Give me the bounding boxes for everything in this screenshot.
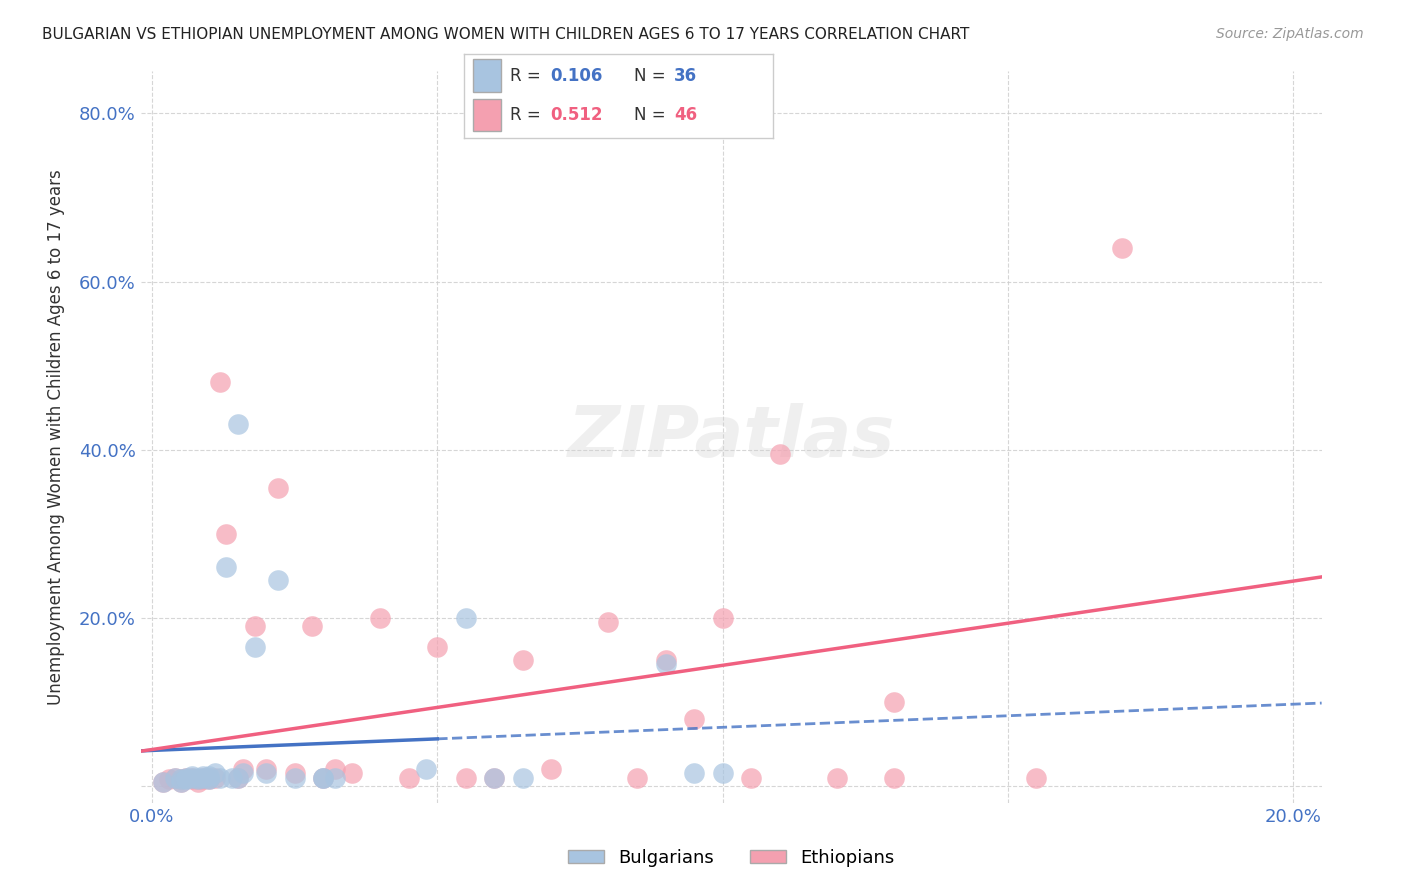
Text: BULGARIAN VS ETHIOPIAN UNEMPLOYMENT AMONG WOMEN WITH CHILDREN AGES 6 TO 17 YEARS: BULGARIAN VS ETHIOPIAN UNEMPLOYMENT AMON… <box>42 27 970 42</box>
FancyBboxPatch shape <box>474 99 501 131</box>
Point <box>187 774 209 789</box>
Point <box>340 766 363 780</box>
Point <box>398 771 420 785</box>
Point <box>198 772 221 787</box>
Point <box>204 771 226 785</box>
Point <box>169 774 191 789</box>
Point <box>415 762 437 776</box>
Text: R =: R = <box>510 106 547 124</box>
Point <box>215 526 238 541</box>
Point <box>174 772 197 787</box>
Point <box>163 771 186 785</box>
Point <box>312 771 335 785</box>
Point <box>454 771 477 785</box>
Point <box>204 766 226 780</box>
Point <box>174 771 197 785</box>
Text: ZIPatlas: ZIPatlas <box>568 402 894 472</box>
Point <box>193 771 215 785</box>
Text: R =: R = <box>510 67 547 85</box>
Point <box>209 376 232 390</box>
Point <box>654 657 676 671</box>
Point <box>312 771 335 785</box>
Text: N =: N = <box>634 106 671 124</box>
Point <box>163 771 186 785</box>
Point <box>1025 771 1047 785</box>
Point <box>598 615 620 629</box>
Point <box>301 619 323 633</box>
Point <box>266 573 288 587</box>
Point <box>193 772 215 787</box>
Point <box>152 774 174 789</box>
Point <box>169 772 191 787</box>
Legend: Bulgarians, Ethiopians: Bulgarians, Ethiopians <box>560 842 903 874</box>
Point <box>209 771 232 785</box>
Point <box>254 762 277 776</box>
Text: 0.512: 0.512 <box>551 106 603 124</box>
Point <box>454 611 477 625</box>
Point <box>284 771 307 785</box>
Point <box>323 762 346 776</box>
Point <box>181 772 204 787</box>
Point <box>284 766 307 780</box>
Point <box>181 769 204 783</box>
Point <box>368 611 391 625</box>
Point <box>711 611 734 625</box>
Point <box>198 769 221 783</box>
Y-axis label: Unemployment Among Women with Children Ages 6 to 17 years: Unemployment Among Women with Children A… <box>46 169 65 705</box>
Text: 46: 46 <box>675 106 697 124</box>
Text: Source: ZipAtlas.com: Source: ZipAtlas.com <box>1216 27 1364 41</box>
Point <box>626 771 648 785</box>
Point <box>683 712 706 726</box>
Point <box>181 771 204 785</box>
Point <box>825 771 848 785</box>
Point <box>323 771 346 785</box>
Point <box>152 774 174 789</box>
Point <box>484 771 506 785</box>
Point <box>187 772 209 787</box>
Point <box>232 762 254 776</box>
Point <box>426 640 449 655</box>
Point <box>198 771 221 785</box>
Text: 0.106: 0.106 <box>551 67 603 85</box>
Point <box>254 766 277 780</box>
Point <box>174 771 197 785</box>
Point <box>181 771 204 785</box>
Point <box>193 771 215 785</box>
Point <box>226 771 249 785</box>
Point <box>512 653 534 667</box>
Point <box>243 640 266 655</box>
Point <box>266 481 288 495</box>
Text: N =: N = <box>634 67 671 85</box>
FancyBboxPatch shape <box>474 60 501 92</box>
Point <box>193 769 215 783</box>
Point <box>232 766 254 780</box>
Point <box>187 772 209 787</box>
Point <box>768 447 790 461</box>
Point <box>169 774 191 789</box>
Point <box>169 772 191 787</box>
Point <box>683 766 706 780</box>
Point <box>512 771 534 785</box>
Point <box>187 771 209 785</box>
Text: 36: 36 <box>675 67 697 85</box>
Point <box>654 653 676 667</box>
Point <box>226 771 249 785</box>
Point <box>157 772 180 787</box>
Point <box>540 762 562 776</box>
Point <box>711 766 734 780</box>
Point <box>740 771 762 785</box>
Point <box>312 771 335 785</box>
Point <box>226 417 249 432</box>
Point <box>215 560 238 574</box>
Point <box>484 771 506 785</box>
Point <box>883 695 905 709</box>
Point <box>883 771 905 785</box>
Point <box>221 771 243 785</box>
Point <box>198 772 221 787</box>
Point <box>1111 241 1133 255</box>
Point <box>243 619 266 633</box>
Point <box>198 771 221 785</box>
